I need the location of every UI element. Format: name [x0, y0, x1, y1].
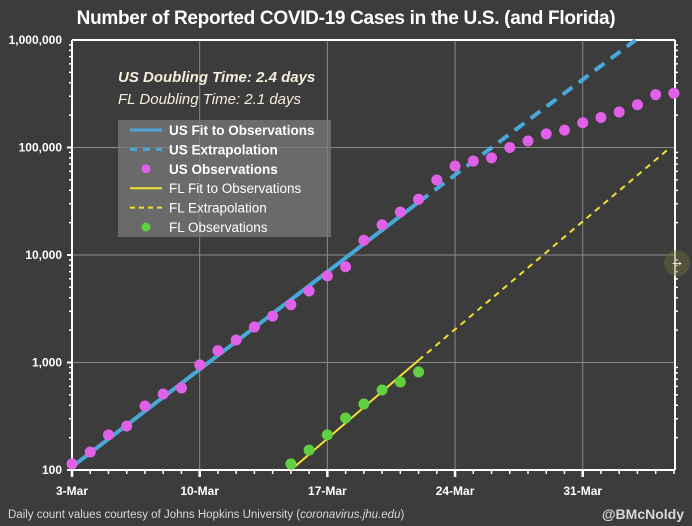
legend-us-observations-swatch [141, 164, 151, 174]
data-credit: Daily count values courtesy of Johns Hop… [8, 509, 404, 521]
legend-fl-fit-to-observations-label: FL Fit to Observations [169, 181, 302, 196]
fl-observations-point [413, 366, 425, 378]
series-layer [66, 38, 680, 471]
legend: US Fit to Observations US Extrapolation US… [118, 120, 331, 237]
us-observations-point [340, 261, 352, 273]
credit-link: coronavirus.jhu.edu [300, 509, 401, 521]
us-observations-point [358, 234, 370, 246]
us-observations-point [66, 458, 78, 470]
chart-title: Number of Reported COVID-19 Cases in the… [76, 8, 616, 29]
fl-observations-point [376, 384, 388, 396]
x-tick-label: 17-Mar [308, 484, 347, 498]
fl-observations-point [358, 398, 370, 410]
us-observations-point [157, 388, 169, 400]
y-tick-label: 10,000 [25, 248, 62, 262]
legend-us-fit-to-observations-label: US Fit to Observations [169, 123, 315, 138]
credit-suffix: ) [400, 509, 405, 521]
x-tick-label: 31-Mar [563, 484, 602, 498]
us-observations-point [595, 112, 607, 124]
us-observations-point [139, 400, 151, 412]
legend-us-extrapolation-label: US Extrapolation [169, 142, 278, 157]
us-observations-point [577, 117, 589, 129]
legend-box [118, 120, 331, 237]
us-observations-point [248, 321, 260, 333]
fl-observations-point [340, 412, 352, 424]
fl-doubling-time: FL Doubling Time: 2.1 days [118, 91, 302, 108]
annotations: US Doubling Time: 2.4 days FL Doubling Ti… [118, 69, 315, 108]
y-tick-label: 1,000,000 [9, 33, 63, 47]
us-observations-point [102, 429, 114, 441]
us-observations-point [175, 382, 187, 394]
us-observations-point [303, 285, 315, 297]
us-observations-point [321, 270, 333, 282]
us-observations-point [668, 87, 680, 99]
us-observations-point [504, 142, 516, 153]
fl-observations-point [394, 376, 406, 388]
us-observations-point [194, 359, 206, 371]
us-observations-point [540, 128, 552, 140]
next-arrow-icon[interactable]: → [664, 250, 690, 276]
axes [67, 39, 678, 477]
fl-observations-point [285, 458, 297, 470]
us-observations-point [212, 345, 224, 357]
us-observations-point [558, 124, 570, 136]
tick-labels: 100 1,000 10,000 100,000 1,000,000 3-Mar 10-Ma… [9, 33, 603, 498]
legend-fl-observations-swatch [141, 222, 151, 232]
us-observations-point [230, 334, 242, 346]
us-doubling-time: US Doubling Time: 2.4 days [118, 69, 315, 86]
y-tick-label: 100 [42, 463, 62, 477]
us-observations-point [522, 135, 534, 147]
legend-fl-observations-label: FL Observations [169, 220, 268, 235]
us-observations-point [285, 299, 297, 311]
y-tick-label: 1,000 [32, 356, 62, 370]
us-observations-point [376, 219, 388, 231]
us-observations-point [431, 174, 443, 186]
x-tick-label: 10-Mar [180, 484, 219, 498]
fl-observations-point [321, 429, 333, 441]
us-observations-point [486, 152, 498, 164]
legend-us-observations-label: US Observations [169, 162, 278, 177]
us-observations-point [631, 99, 643, 111]
us-observations-point [413, 193, 425, 205]
us-observations-point [449, 160, 461, 172]
us-observations-point [121, 420, 133, 432]
y-tick-label: 100,000 [19, 141, 63, 155]
x-tick-label: 3-Mar [56, 484, 88, 498]
us-observations-point [467, 155, 479, 167]
author-handle: @BMcNoldy [601, 506, 684, 522]
fl-observations-point [303, 444, 315, 456]
us-observations-point [394, 206, 406, 218]
us-observations-point [267, 310, 279, 322]
credit-prefix: Daily count values courtesy of Johns Hop… [8, 509, 301, 521]
us-extrapolation-line [417, 38, 637, 204]
fl-extrapolation-line [417, 146, 671, 361]
us-observations-point [84, 446, 96, 458]
us-observations-point [650, 89, 662, 101]
legend-fl-extrapolation-label: FL Extrapolation [169, 201, 267, 216]
x-tick-label: 24-Mar [436, 484, 475, 498]
us-observations-point [613, 106, 625, 118]
